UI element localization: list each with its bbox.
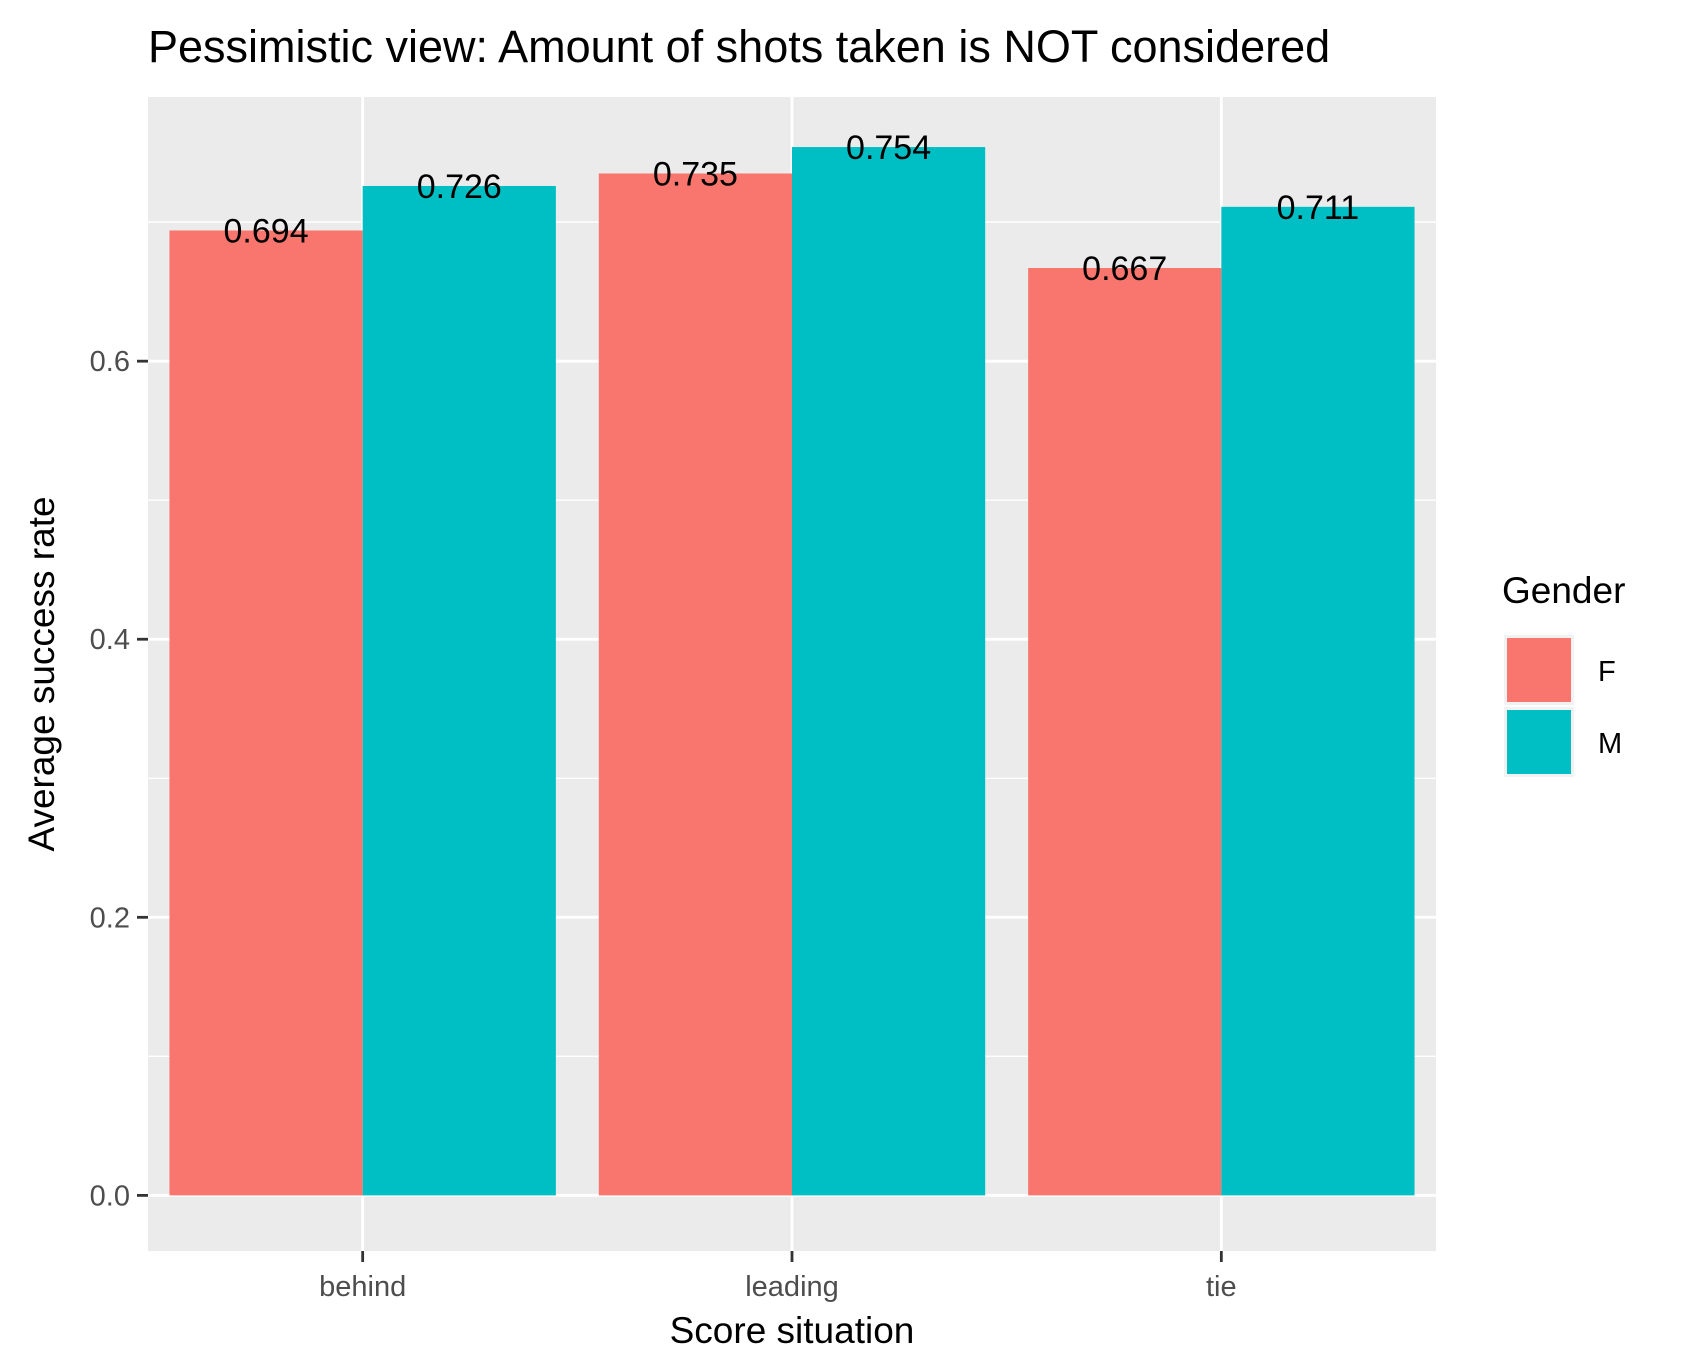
bar-value-label: 0.726 [417,168,502,206]
bar-value-labels: 0.694 0.726 0.735 0.754 0.667 0.711 [224,129,1360,288]
y-axis-title: Average success rate [21,496,62,851]
bar [598,173,792,1196]
bar-value-label: 0.711 [1277,189,1360,227]
bar [792,147,986,1196]
legend-swatch [1507,638,1571,702]
legend-label: M [1598,728,1622,760]
x-axis: behind leading tie [319,1251,1237,1303]
x-tick-label: leading [745,1271,839,1303]
y-tick-label: 0.6 [90,346,130,378]
bar-value-label: 0.754 [846,129,931,167]
chart-title: Pessimistic view: Amount of shots taken … [148,21,1330,72]
bar [362,185,556,1196]
x-axis-title: Score situation [670,1310,915,1351]
bars [169,147,1415,1196]
bar-value-label: 0.735 [653,155,738,193]
legend-title: Gender [1502,570,1625,611]
bar-value-label: 0.694 [224,212,309,250]
x-tick-label: tie [1206,1271,1237,1303]
y-axis: 0.0 0.2 0.4 0.6 [90,346,148,1212]
bar-value-label: 0.667 [1082,250,1167,288]
legend-swatch [1507,710,1571,774]
y-tick-label: 0.2 [90,902,130,934]
bar [1028,268,1222,1196]
bar [169,230,363,1196]
legend-label: F [1598,656,1616,688]
x-tick-label: behind [319,1271,406,1303]
y-tick-label: 0.4 [90,624,130,656]
legend: Gender F M [1502,570,1625,777]
bar [1221,206,1415,1196]
y-tick-label: 0.0 [90,1180,130,1212]
